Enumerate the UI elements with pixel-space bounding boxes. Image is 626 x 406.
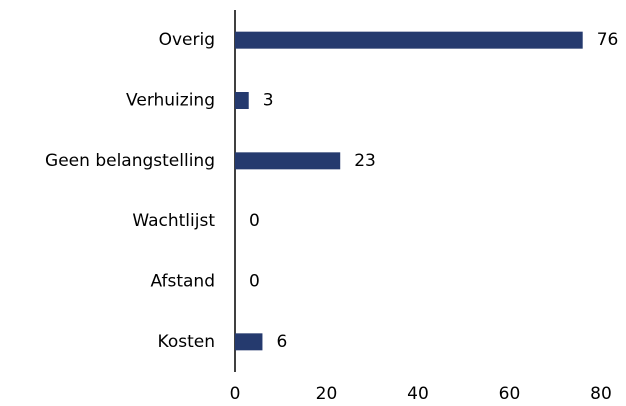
y-tick-label: Overig — [159, 30, 215, 50]
y-tick-label: Kosten — [158, 332, 215, 352]
x-tick-label: 60 — [499, 384, 521, 404]
bar — [235, 92, 249, 109]
value-label: 3 — [263, 91, 274, 111]
x-tick-label: 80 — [590, 384, 612, 404]
bar — [235, 333, 263, 351]
y-tick-label: Wachtlijst — [132, 211, 215, 231]
y-tick-label: Afstand — [150, 272, 215, 292]
value-label: 6 — [276, 332, 287, 352]
value-label: 0 — [249, 211, 260, 231]
x-tick-label: 40 — [407, 384, 429, 404]
value-label: 0 — [249, 272, 260, 292]
bar — [235, 152, 341, 170]
value-label: 23 — [354, 151, 376, 171]
x-tick-label: 0 — [230, 384, 241, 404]
y-tick-label: Verhuizing — [126, 91, 215, 111]
bar — [235, 31, 583, 49]
y-tick-label: Geen belangstelling — [45, 151, 215, 171]
x-tick-label: 20 — [316, 384, 338, 404]
value-label: 76 — [597, 30, 619, 50]
